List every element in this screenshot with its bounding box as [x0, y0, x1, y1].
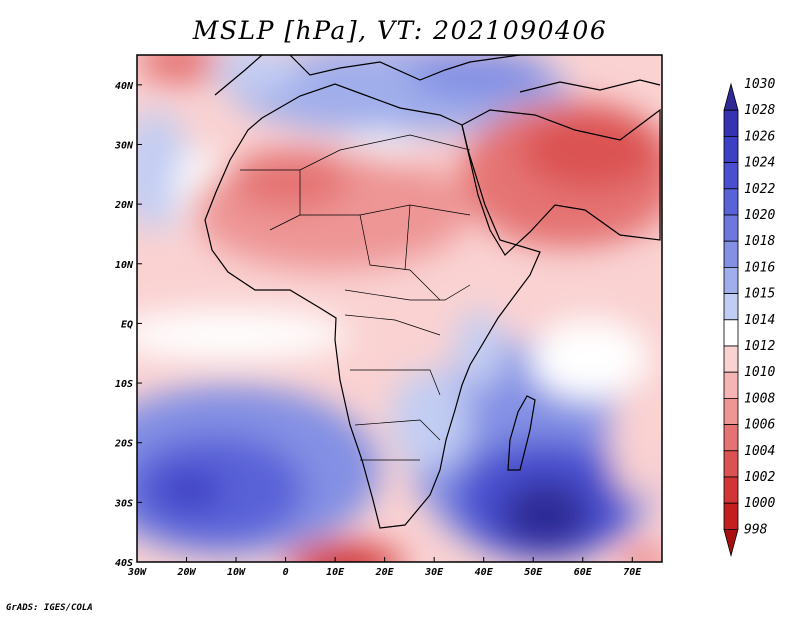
- lat-tick-label: 40S: [115, 558, 133, 569]
- lat-tick-label: 20N: [114, 200, 134, 211]
- colorbar-swatch: [723, 293, 739, 321]
- pressure-field: [137, 55, 662, 562]
- colorbar-label: 1028: [744, 103, 775, 118]
- colorbar-top-arrow: [723, 82, 739, 111]
- colorbar-swatch: [723, 188, 739, 216]
- colorbar-label: 1002: [744, 470, 775, 485]
- lon-tick-label: 20W: [176, 567, 196, 578]
- colorbar-label: 1018: [744, 234, 775, 249]
- lon-tick-label: 70E: [623, 567, 642, 578]
- colorbar-swatch: [723, 135, 739, 163]
- lat-tick-label: 40N: [115, 81, 134, 92]
- colorbar: 1030 1028 1026 1024 1022 1020 1018 1016 1015 1014…: [723, 77, 775, 558]
- colorbar-swatch: [723, 424, 739, 452]
- colorbar-label: 1016: [744, 260, 775, 275]
- chart-title: MSLP [hPa], VT: 2021090406: [192, 16, 608, 45]
- map-frame: [136, 54, 663, 563]
- lon-tick-label: 20E: [375, 567, 395, 578]
- colorbar-swatch: [723, 162, 739, 190]
- colorbar-bottom-arrow: [723, 529, 739, 558]
- lon-tick-label: 40E: [475, 567, 494, 578]
- lon-tick-label: 30E: [424, 567, 444, 578]
- colorbar-swatch: [723, 214, 739, 242]
- colorbar-label: 1024: [744, 156, 775, 171]
- lon-tick-label: 50E: [524, 567, 543, 578]
- lon-tick-label: 10W: [227, 567, 246, 578]
- colorbar-label: 1030: [744, 77, 775, 92]
- lat-tick-label: 10S: [115, 379, 133, 390]
- colorbar-label: 1015: [744, 287, 775, 302]
- lat-tick-label: 10N: [115, 260, 134, 271]
- colorbar-swatch: [723, 109, 739, 137]
- colorbar-swatch: [723, 371, 739, 399]
- europe-coastline: [214, 55, 661, 96]
- lon-tick-label: 10E: [326, 567, 345, 578]
- country-borders: [240, 134, 471, 461]
- colorbar-label: 998: [744, 522, 768, 537]
- lon-tick-label: 60E: [574, 567, 593, 578]
- colorbar-label: 1008: [744, 391, 775, 406]
- lat-tick-label: 30S: [114, 498, 133, 509]
- colorbar-label: 1020: [744, 208, 775, 223]
- colorbar-label: 1004: [744, 444, 775, 459]
- colorbar-swatch: [723, 397, 739, 425]
- colorbar-label: 1010: [744, 365, 775, 380]
- longitude-ticks: 30W 20W 10W 0 10E 20E 30E 40E 50E 60E 70E: [127, 557, 642, 578]
- colorbar-label: 1022: [744, 182, 775, 197]
- colorbar-label: 1000: [744, 496, 775, 511]
- colorbar-swatch: [723, 502, 739, 530]
- colorbar-swatch: [723, 345, 739, 373]
- madagascar-coastline: [507, 395, 536, 471]
- colorbar-swatch: [723, 240, 739, 268]
- lat-tick-label: 30N: [114, 140, 134, 151]
- colorbar-swatch: [723, 450, 739, 478]
- colorbar-label: 1014: [744, 313, 775, 328]
- colorbar-swatch: [723, 266, 739, 294]
- grads-credit: GrADS: IGES/COLA: [6, 603, 93, 613]
- colorbar-label: 1026: [744, 129, 775, 144]
- lon-tick-label: 30W: [127, 567, 147, 578]
- colorbar-swatch: [723, 319, 739, 347]
- coastlines: [204, 55, 661, 529]
- latitude-ticks: 40N 30N 20N 10N EQ 10S 20S 30S 40S: [114, 81, 142, 569]
- arabia-coastline: [461, 108, 661, 256]
- lat-tick-label: EQ: [121, 319, 133, 330]
- lon-tick-label: 0: [283, 567, 289, 578]
- lat-tick-label: 20S: [114, 439, 133, 450]
- colorbar-label: 1012: [744, 339, 775, 354]
- colorbar-label: 1006: [744, 418, 775, 433]
- colorbar-swatch: [723, 476, 739, 504]
